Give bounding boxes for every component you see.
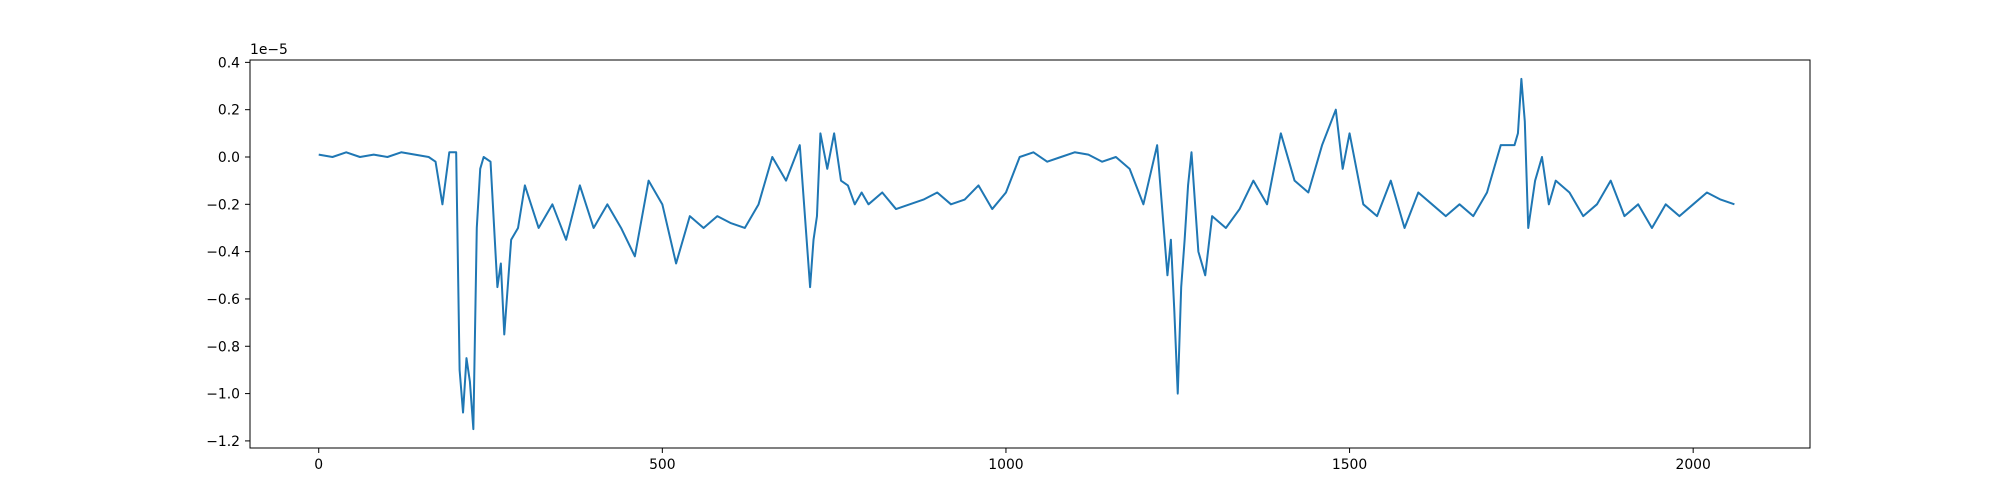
y-tick-label: 0.2 bbox=[218, 103, 240, 119]
y-tick-label: −0.8 bbox=[206, 339, 240, 355]
y-tick-label: 0.0 bbox=[218, 150, 240, 166]
y-axis: 0.4 0.2 0.0 −0.2 −0.4 −0.6 −0.8 −1.0 −1.2 bbox=[206, 55, 250, 450]
x-tick-label: 2000 bbox=[1675, 457, 1710, 473]
x-tick-label: 0 bbox=[314, 457, 323, 473]
y-tick-label: −0.4 bbox=[206, 245, 240, 261]
y-tick-label: 0.4 bbox=[218, 55, 240, 71]
y-tick-label: −1.0 bbox=[206, 387, 240, 403]
x-axis: 0 500 1000 1500 2000 bbox=[314, 448, 1711, 473]
y-axis-offset-label: 1e−5 bbox=[250, 42, 288, 58]
series-layer bbox=[318, 77, 1735, 431]
y-tick-label: −1.2 bbox=[206, 434, 240, 450]
series-line-0 bbox=[318, 77, 1735, 431]
x-tick-label: 1000 bbox=[988, 457, 1023, 473]
y-tick-label: −0.2 bbox=[206, 197, 240, 213]
x-tick-label: 500 bbox=[649, 457, 676, 473]
plot-frame bbox=[249, 59, 1811, 449]
x-tick-label: 1500 bbox=[1332, 457, 1367, 473]
y-tick-label: −0.6 bbox=[206, 292, 240, 308]
